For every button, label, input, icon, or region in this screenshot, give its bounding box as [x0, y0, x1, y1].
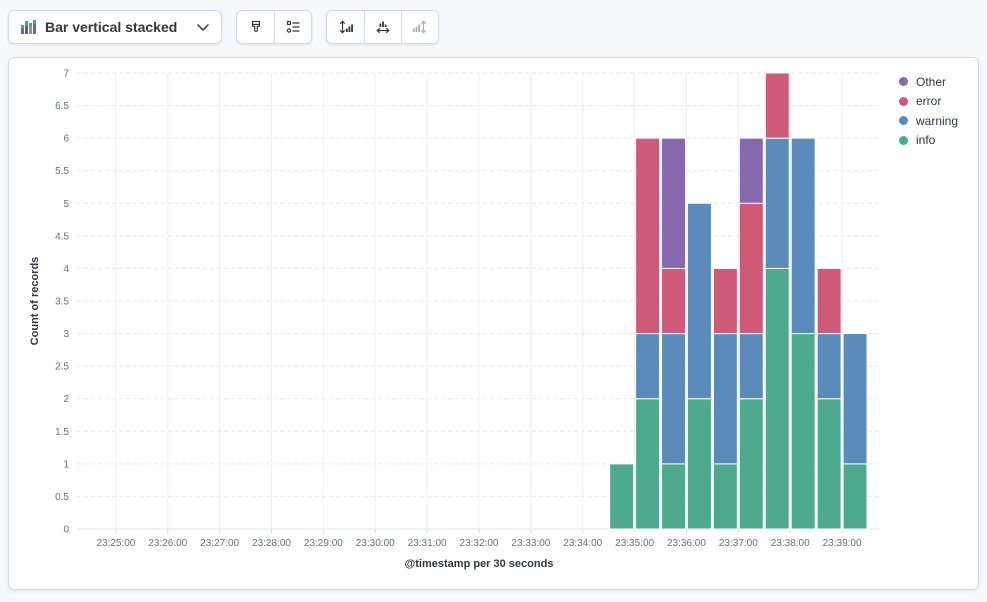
y-tick-label: 4 [63, 264, 69, 275]
bar-segment-error-23:36:30[interactable] [712, 267, 738, 335]
x-tick-label: 23:38:00 [771, 538, 810, 549]
bar-segment-error-23:37:00[interactable] [738, 202, 764, 335]
y-tick-label: 2.5 [55, 362, 69, 373]
left-axis-button[interactable] [327, 11, 364, 43]
legend-color-dot [899, 96, 908, 106]
legend-item-info[interactable]: info [899, 131, 958, 151]
y-tick-label: 0.5 [55, 492, 69, 503]
visual-options-button[interactable] [237, 11, 274, 43]
display-options-group [236, 10, 312, 44]
chevron-down-icon [197, 23, 209, 31]
bar-segment-info-23:38:30[interactable] [816, 398, 842, 530]
bar-segment-error-23:38:30[interactable] [816, 267, 842, 335]
axis-options-group [326, 10, 439, 44]
bar-segment-info-23:35:30[interactable] [661, 463, 686, 530]
x-tick-label: 23:32:00 [460, 538, 499, 549]
y-tick-label: 0 [63, 525, 69, 536]
bar-segment-warning-23:35:00[interactable] [635, 333, 661, 400]
x-tick-label: 23:37:00 [719, 538, 758, 549]
legend-label: warning [916, 113, 959, 128]
y-tick-label: 7 [63, 69, 69, 80]
bar-segment-error-23:35:30[interactable] [661, 267, 686, 335]
x-tick-label: 23:28:00 [252, 538, 291, 549]
y-tick-label: 3.5 [55, 297, 69, 308]
bar-segment-warning-23:37:30[interactable] [764, 137, 790, 269]
y-tick-label: 1 [63, 459, 69, 470]
legend-item-warning[interactable]: warning [899, 111, 958, 131]
legend-item-error[interactable]: error [899, 92, 958, 112]
x-tick-label: 23:30:00 [356, 538, 395, 549]
x-tick-label: 23:31:00 [408, 538, 447, 549]
bar-segment-info-23:36:30[interactable] [712, 463, 738, 530]
stacked-bar-chart: 0 0.5 1 1.5 2 2.5 3 3.5 4 4.5 5 5.5 6 6.5 7 23:25:00 23:… [55, 69, 881, 549]
x-tick-label: 23:27:00 [200, 538, 239, 549]
bar-segment-warning-23:39:00[interactable] [842, 333, 868, 465]
bottom-axis-icon [376, 21, 390, 33]
legend-label: error [916, 94, 942, 109]
y-tick-label: 4.5 [55, 231, 69, 242]
bar-segment-warning-23:36:00[interactable] [686, 202, 712, 400]
legend-color-dot [899, 135, 908, 145]
bar-segment-info-23:38:00[interactable] [790, 333, 816, 530]
x-tick-label: 23:39:00 [823, 538, 862, 549]
x-tick-label: 23:34:00 [563, 538, 602, 549]
bar-segment-info-23:35:00[interactable] [635, 398, 661, 530]
x-tick-label: 23:33:00 [511, 538, 550, 549]
legend-item-other[interactable]: Other [899, 72, 958, 92]
bar-segment-Other-23:35:30[interactable] [661, 137, 686, 269]
bar-segment-info-23:37:00[interactable] [738, 398, 764, 530]
y-tick-label: 5.5 [55, 166, 69, 177]
y-tick-label: 6 [63, 134, 69, 145]
bar-segment-warning-23:37:00[interactable] [738, 333, 764, 400]
x-tick-label: 23:25:00 [96, 538, 135, 549]
x-tick-label: 23:29:00 [304, 538, 343, 549]
y-tick-label: 1.5 [55, 427, 69, 438]
bar-segment-info-23:39:00[interactable] [842, 463, 868, 530]
x-tick-label: 23:35:00 [615, 538, 654, 549]
bar-segment-info-23:36:00[interactable] [686, 398, 712, 530]
left-axis-icon [339, 20, 353, 34]
bar-segment-info-23:34:30[interactable] [609, 463, 635, 530]
bar-segment-error-23:37:30[interactable] [764, 72, 790, 139]
bottom-axis-button[interactable] [364, 11, 401, 43]
right-axis-icon [413, 20, 426, 34]
chart-type-label: Bar vertical stacked [45, 19, 178, 35]
legend-label: info [916, 133, 936, 148]
right-axis-button [401, 11, 438, 43]
bar-segment-warning-23:38:00[interactable] [790, 137, 816, 335]
bar-segment-warning-23:35:30[interactable] [661, 333, 686, 465]
legend-settings-icon [286, 20, 300, 33]
visual-options-brush-icon [251, 20, 260, 33]
y-tick-label: 2 [63, 394, 69, 405]
legend-color-dot [899, 77, 908, 87]
chart-panel: 0 0.5 1 1.5 2 2.5 3 3.5 4 4.5 5 5.5 6 6.5 7 23:25:00 23:… [8, 57, 979, 590]
legend: Other error warning info [899, 72, 958, 150]
bar-segment-warning-23:36:30[interactable] [712, 333, 738, 465]
legend-settings-button[interactable] [274, 11, 311, 43]
x-tick-label: 23:36:00 [667, 538, 706, 549]
x-axis-title: @timestamp per 30 seconds [404, 558, 554, 570]
x-tick-label: 23:26:00 [148, 538, 187, 549]
bar-segment-info-23:37:30[interactable] [764, 267, 790, 530]
bar-segment-error-23:35:00[interactable] [635, 137, 661, 335]
y-tick-label: 3 [63, 329, 69, 340]
legend-color-dot [899, 116, 908, 126]
chart-type-button[interactable]: Bar vertical stacked [8, 10, 222, 44]
y-tick-label: 5 [63, 199, 69, 210]
y-axis-title: Count of records [29, 256, 41, 346]
bar-segment-warning-23:38:30[interactable] [816, 333, 842, 400]
bar-segment-Other-23:37:00[interactable] [738, 137, 764, 204]
y-tick-label: 6.5 [55, 101, 69, 112]
legend-label: Other [916, 74, 947, 89]
bar-vertical-stacked-icon [21, 20, 36, 34]
chart-toolbar: Bar vertical stacked [8, 10, 439, 44]
